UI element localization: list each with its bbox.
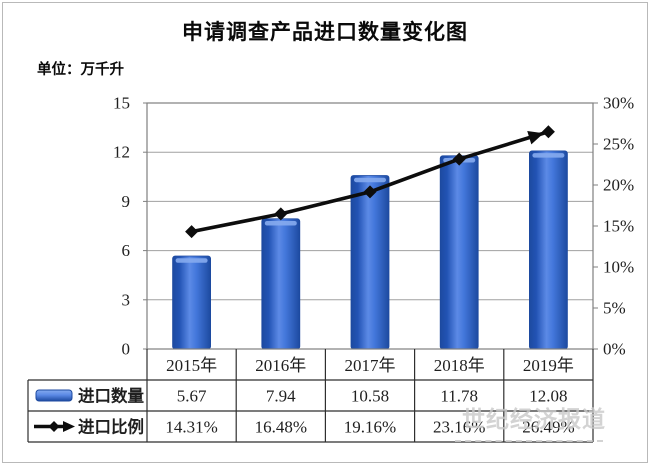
right-axis-tick-label: 0% (603, 340, 626, 359)
legend-bar-icon (35, 389, 73, 402)
table-cell-ratio: 26.49% (522, 418, 574, 437)
left-axis-tick-label: 0 (122, 340, 131, 359)
bar-top-highlight (532, 153, 565, 158)
line-marker-2018年 (452, 152, 466, 166)
chart-title: 申请调查产品进口数量变化图 (182, 21, 468, 44)
line-marker-2015年 (185, 225, 199, 239)
watermark-text: 世纪经济报道 (462, 406, 606, 432)
bar-2016年 (261, 218, 301, 350)
left-axis-tick-label: 3 (122, 290, 131, 309)
bar-top-highlight (175, 258, 208, 263)
table-cell-ratio: 23.16% (433, 418, 485, 437)
table-cell-qty: 12.08 (529, 387, 567, 406)
left-axis-tick-label: 12 (113, 143, 130, 162)
bar-2017年 (350, 175, 390, 350)
table-cell-qty: 11.78 (440, 387, 478, 406)
legend-label-import-qty: 进口数量 (78, 386, 145, 406)
left-axis-tick-label: 9 (122, 192, 131, 211)
right-axis-tick-label: 25% (603, 135, 634, 154)
right-axis-tick-label: 10% (603, 258, 634, 277)
table-cell-ratio: 16.48% (255, 418, 307, 437)
bar-2019年 (529, 150, 568, 350)
line-arrowhead-icon (527, 130, 544, 145)
x-axis-label: 2018年 (434, 356, 485, 375)
left-axis-tick-label: 6 (122, 241, 131, 260)
left-axis-tick-label: 15 (113, 94, 130, 113)
table-cell-qty: 7.94 (266, 387, 296, 406)
table-cell-qty: 5.67 (177, 387, 207, 406)
right-axis-tick-label: 5% (603, 299, 626, 318)
bar-top-highlight (264, 220, 297, 226)
unit-label: 单位：万千升 (37, 62, 124, 78)
line-marker-2016年 (274, 207, 288, 221)
right-axis-tick-label: 20% (603, 176, 634, 195)
x-axis-label: 2017年 (345, 356, 396, 375)
right-axis-tick-label: 15% (603, 217, 634, 236)
legend-diamond-icon (48, 421, 60, 432)
bar-2018年 (439, 155, 479, 350)
bar-top-highlight (354, 177, 386, 183)
x-axis-label: 2015年 (166, 356, 217, 375)
x-axis-label: 2019年 (523, 356, 574, 375)
table-cell-qty: 10.58 (351, 387, 389, 406)
legend-label-import-ratio: 进口比例 (78, 417, 144, 437)
legend-arrow-icon (63, 421, 75, 432)
right-axis-tick-label: 30% (603, 94, 634, 113)
table-cell-ratio: 19.16% (344, 418, 396, 437)
line-marker-2019年 (541, 125, 555, 139)
x-axis-label: 2016年 (255, 356, 306, 375)
watermark-dashes (455, 440, 603, 442)
line-marker-2017年 (363, 185, 377, 199)
bar-2015年 (172, 255, 212, 350)
table-cell-ratio: 14.31% (165, 418, 217, 437)
